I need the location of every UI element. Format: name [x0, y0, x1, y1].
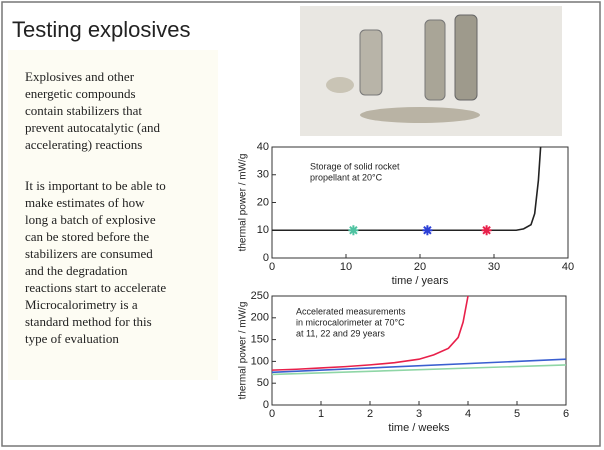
y-tick-label: 50 [257, 377, 269, 389]
x-axis-label: time / years [392, 275, 449, 287]
body-text-line: It is important to be able to [25, 178, 166, 193]
body-text-line: long a batch of explosive [25, 212, 156, 227]
annotation: in microcalorimeter at 70°C [296, 317, 405, 327]
y-tick-label: 10 [257, 224, 269, 236]
data-line [272, 146, 542, 232]
body-text-line: and the degradation [25, 263, 128, 278]
body-text-line: contain stabilizers that [25, 103, 142, 118]
data-line [271, 364, 567, 376]
data-line [271, 295, 469, 371]
body-text-line: Microcalorimetry is a [25, 297, 138, 312]
annotation: Storage of solid rocket [310, 161, 400, 171]
x-tick-label: 0 [269, 261, 275, 273]
body-text-line: reactions start to accelerate [25, 280, 166, 295]
x-tick-label: 1 [318, 408, 324, 420]
x-axis-label: time / weeks [388, 422, 450, 434]
y-tick-label: 150 [251, 334, 269, 346]
slide-title: Testing explosives [12, 17, 191, 42]
body-text-line: make estimates of how [25, 195, 145, 210]
body-text-line: prevent autocatalytic (and [25, 120, 160, 135]
body-text-line: Explosives and other [25, 69, 135, 84]
data-marker [481, 225, 492, 236]
x-tick-label: 5 [514, 408, 520, 420]
y-tick-label: 30 [257, 169, 269, 181]
body-text-line: stabilizers are consumed [25, 246, 153, 261]
x-tick-label: 30 [488, 261, 500, 273]
y-tick-label: 20 [257, 196, 269, 208]
body-text-line: accelerating) reactions [25, 137, 142, 152]
data-marker [422, 225, 433, 236]
body-text-line: standard method for this [25, 314, 152, 329]
y-tick-label: 250 [251, 290, 269, 302]
body-text-line: energetic compounds [25, 86, 136, 101]
x-tick-label: 2 [367, 408, 373, 420]
y-tick-label: 0 [263, 252, 269, 264]
x-tick-label: 0 [269, 408, 275, 420]
text-panel [8, 50, 218, 380]
x-tick-label: 10 [340, 261, 352, 273]
x-tick-label: 4 [465, 408, 471, 420]
y-axis-label: thermal power / mW/g [238, 154, 249, 252]
x-tick-label: 3 [416, 408, 422, 420]
x-tick-label: 40 [562, 261, 574, 273]
y-tick-label: 200 [251, 312, 269, 324]
y-axis-label: thermal power / mW/g [238, 302, 249, 400]
annotation: Accelerated measurements [296, 306, 406, 316]
body-text-line: type of evaluation [25, 331, 119, 346]
annotation: at 11, 22 and 29 years [296, 328, 385, 338]
body-text-line: can be stored before the [25, 229, 149, 244]
y-tick-label: 100 [251, 355, 269, 367]
y-tick-label: 0 [263, 399, 269, 411]
annotation: propellant at 20°C [310, 172, 383, 182]
y-tick-label: 40 [257, 141, 269, 153]
x-tick-label: 20 [414, 261, 426, 273]
data-marker [348, 225, 359, 236]
data-line [271, 358, 567, 374]
photo [300, 6, 562, 136]
x-tick-label: 6 [563, 408, 569, 420]
